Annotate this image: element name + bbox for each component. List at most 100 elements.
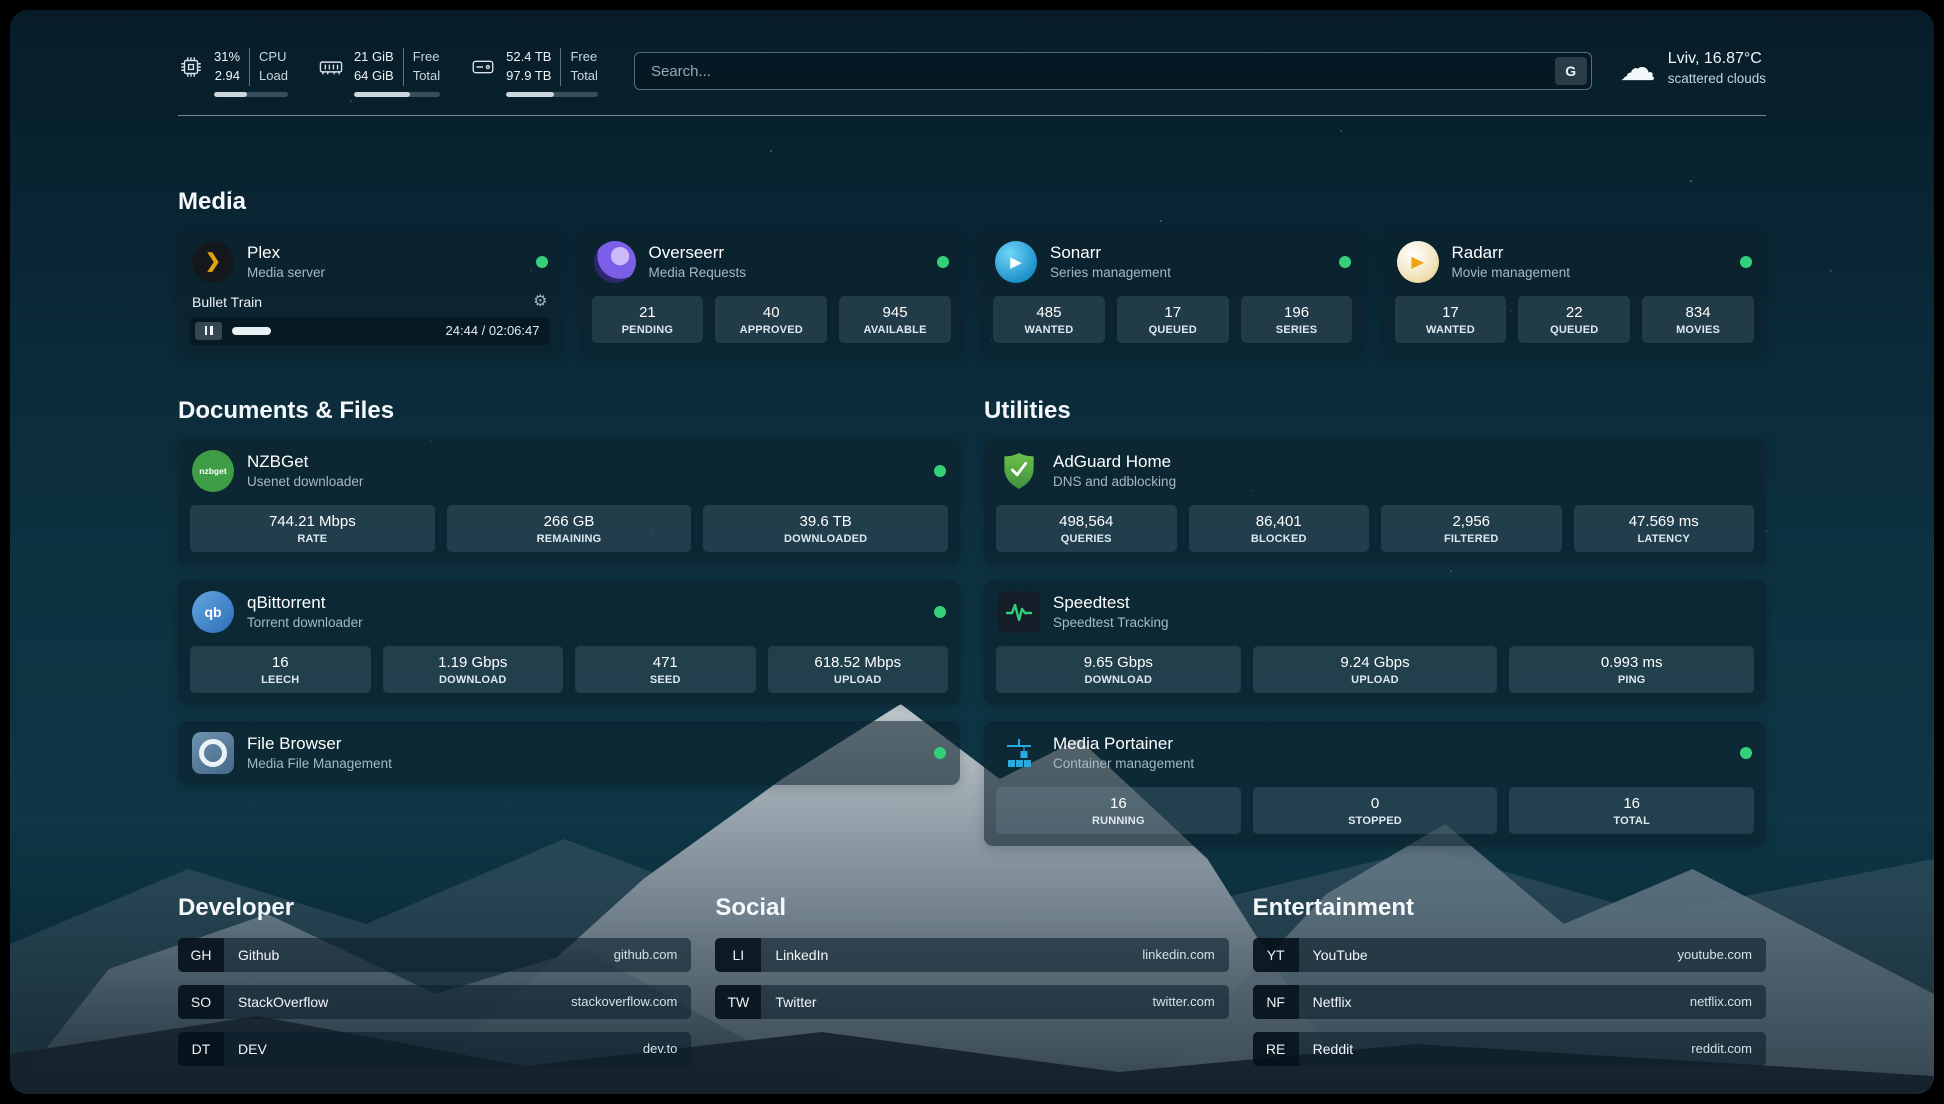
- topbar: 31% 2.94 CPU Load: [178, 48, 1766, 97]
- cpu-icon: [178, 54, 204, 85]
- speedtest-stat-upload: 9.24 Gbps UPLOAD: [1252, 645, 1498, 693]
- header-divider: [178, 114, 1766, 116]
- disk-progress-fill: [506, 91, 554, 97]
- radarr-card[interactable]: ▶ Radarr Movie management 17 WANTED: [1382, 229, 1766, 357]
- disk-progress-track: [506, 91, 598, 97]
- weather-location: Lviv, 16.87°C: [1667, 50, 1762, 67]
- media-section: Media ❯ Plex Media server Bullet Train: [178, 188, 1766, 357]
- search-bar: G: [633, 52, 1592, 90]
- bookmark-stackoverflow[interactable]: SO StackOverflow stackoverflow.com: [178, 984, 692, 1019]
- overseerr-subtitle: Media Requests: [648, 265, 747, 281]
- sonarr-card[interactable]: ▶ Sonarr Series management 485 WANTED: [981, 229, 1365, 357]
- bookmarks-section: Developer GH Github github.com SO StackO…: [178, 894, 1766, 1066]
- search-engine-button[interactable]: G: [1554, 57, 1587, 85]
- qbittorrent-stat-upload: 618.52 Mbps UPLOAD: [767, 645, 948, 693]
- nzbget-stat-downloaded: 39.6 TB DOWNLOADED: [703, 504, 949, 552]
- qbittorrent-stat-leech: 16 LEECH: [190, 645, 371, 693]
- sonarr-stat-series: 196 SERIES: [1240, 295, 1353, 343]
- cpu-label-top: CPU: [259, 49, 287, 64]
- adguard-name: AdGuard Home: [1053, 451, 1172, 471]
- disk-free: 52.4 TB: [506, 49, 552, 64]
- filebrowser-card[interactable]: File Browser Media File Management: [178, 720, 960, 785]
- netflix-abbr-badge: NF: [1252, 984, 1299, 1019]
- radarr-icon: ▶: [1396, 240, 1439, 283]
- portainer-icon: [998, 732, 1040, 774]
- sonarr-icon: ▶: [995, 240, 1037, 283]
- nzbget-icon: nzbget: [192, 449, 234, 492]
- middle-columns: Documents & Files nzbget NZBGet Usenet d…: [178, 397, 1766, 846]
- cpu-percent: 31%: [214, 49, 241, 64]
- social-section-title: Social: [715, 893, 787, 921]
- plex-now-playing-title: Bullet Train: [192, 293, 263, 310]
- bookmark-dev[interactable]: DT DEV dev.to: [178, 1031, 692, 1066]
- plex-status-dot: [535, 255, 548, 268]
- adguard-stat-blocked: 86,401 BLOCKED: [1188, 504, 1369, 552]
- developer-column: Developer GH Github github.com SO StackO…: [178, 893, 692, 1066]
- documents-section-title: Documents & Files: [178, 396, 395, 424]
- ram-free: 21 GiB: [353, 49, 394, 64]
- radarr-stat-wanted: 17 WANTED: [1394, 295, 1507, 343]
- pause-button[interactable]: [195, 321, 222, 340]
- cloud-icon: ☁: [1619, 47, 1656, 88]
- sonarr-name: Sonarr: [1050, 242, 1102, 262]
- qbittorrent-stat-seed: 471 SEED: [575, 645, 756, 693]
- sonarr-subtitle: Series management: [1050, 265, 1171, 281]
- search-input[interactable]: [633, 52, 1592, 90]
- speedtest-card[interactable]: Speedtest Speedtest Tracking 9.65 Gbps D…: [984, 579, 1766, 705]
- qbittorrent-status-dot: [934, 605, 946, 618]
- media-grid: ❯ Plex Media server Bullet Train ⚙: [178, 229, 1766, 357]
- bookmark-github[interactable]: GH Github github.com: [178, 937, 692, 972]
- cpu-progress-fill: [214, 91, 248, 97]
- youtube-abbr-badge: YT: [1252, 937, 1299, 972]
- bookmark-netflix[interactable]: NF Netflix netflix.com: [1252, 984, 1766, 1019]
- plex-name: Plex: [247, 242, 281, 262]
- nzbget-card[interactable]: nzbget NZBGet Usenet downloader 744.21 M…: [178, 438, 960, 564]
- disk-widget: 52.4 TB 97.9 TB Free Total: [470, 48, 598, 97]
- overseerr-card[interactable]: Overseerr Media Requests 21 PENDING 40 A…: [579, 229, 963, 357]
- plex-subtitle: Media server: [247, 265, 326, 281]
- reddit-abbr-badge: RE: [1252, 1031, 1299, 1066]
- weather-widget: ☁ Lviv, 16.87°C scattered clouds: [1619, 47, 1766, 88]
- disk-label-bottom: Total: [570, 67, 598, 83]
- plex-playback-time: 24:44 / 02:06:47: [445, 323, 540, 339]
- nzbget-stat-remaining: 266 GB REMAINING: [446, 504, 692, 552]
- qbittorrent-subtitle: Torrent downloader: [247, 615, 363, 631]
- bookmark-youtube[interactable]: YT YouTube youtube.com: [1252, 937, 1766, 972]
- speedtest-stat-ping: 0.993 ms PING: [1509, 645, 1755, 693]
- speedtest-stat-download: 9.65 Gbps DOWNLOAD: [996, 645, 1241, 693]
- filebrowser-status-dot: [934, 746, 946, 759]
- filebrowser-subtitle: Media File Management: [247, 756, 392, 772]
- radarr-status-dot: [1740, 255, 1752, 268]
- portainer-card[interactable]: Media Portainer Container management 16 …: [984, 720, 1766, 846]
- snow-specks: [10, 10, 12, 12]
- documents-column: Documents & Files nzbget NZBGet Usenet d…: [178, 397, 960, 785]
- qbittorrent-stat-download: 1.19 Gbps DOWNLOAD: [382, 645, 563, 693]
- linkedin-abbr-badge: LI: [715, 937, 762, 972]
- bookmark-reddit[interactable]: RE Reddit reddit.com: [1252, 1031, 1766, 1066]
- radarr-name: Radarr: [1451, 242, 1504, 262]
- cpu-progress-track: [214, 91, 288, 97]
- nzbget-subtitle: Usenet downloader: [247, 474, 364, 490]
- portainer-name: Media Portainer: [1053, 733, 1174, 753]
- developer-section-title: Developer: [178, 893, 295, 921]
- plex-card[interactable]: ❯ Plex Media server Bullet Train ⚙: [178, 229, 562, 357]
- plex-player: 24:44 / 02:06:47: [190, 316, 550, 345]
- media-section-title: Media: [178, 187, 247, 215]
- adguard-card[interactable]: AdGuard Home DNS and adblocking 498,564 …: [984, 438, 1766, 564]
- ram-label-bottom: Total: [412, 67, 441, 83]
- plex-progress-track[interactable]: [232, 326, 436, 335]
- github-abbr-badge: GH: [178, 937, 224, 972]
- plex-icon: ❯: [192, 240, 234, 283]
- disk-label-top: Free: [570, 49, 598, 64]
- weather-condition: scattered clouds: [1667, 71, 1766, 86]
- bookmark-linkedin[interactable]: LI LinkedIn linkedin.com: [715, 937, 1229, 972]
- overseerr-icon: [593, 240, 636, 283]
- qbittorrent-card[interactable]: qb qBittorrent Torrent downloader 16 LEE…: [178, 579, 960, 705]
- disk-total: 97.9 TB: [506, 67, 552, 83]
- plex-progress-fill: [232, 326, 271, 335]
- settings-gear-icon[interactable]: ⚙: [533, 292, 548, 310]
- bookmark-twitter[interactable]: TW Twitter twitter.com: [715, 984, 1229, 1019]
- qbittorrent-name: qBittorrent: [247, 592, 326, 612]
- radarr-subtitle: Movie management: [1451, 265, 1571, 281]
- overseerr-stat-approved: 40 APPROVED: [715, 295, 828, 343]
